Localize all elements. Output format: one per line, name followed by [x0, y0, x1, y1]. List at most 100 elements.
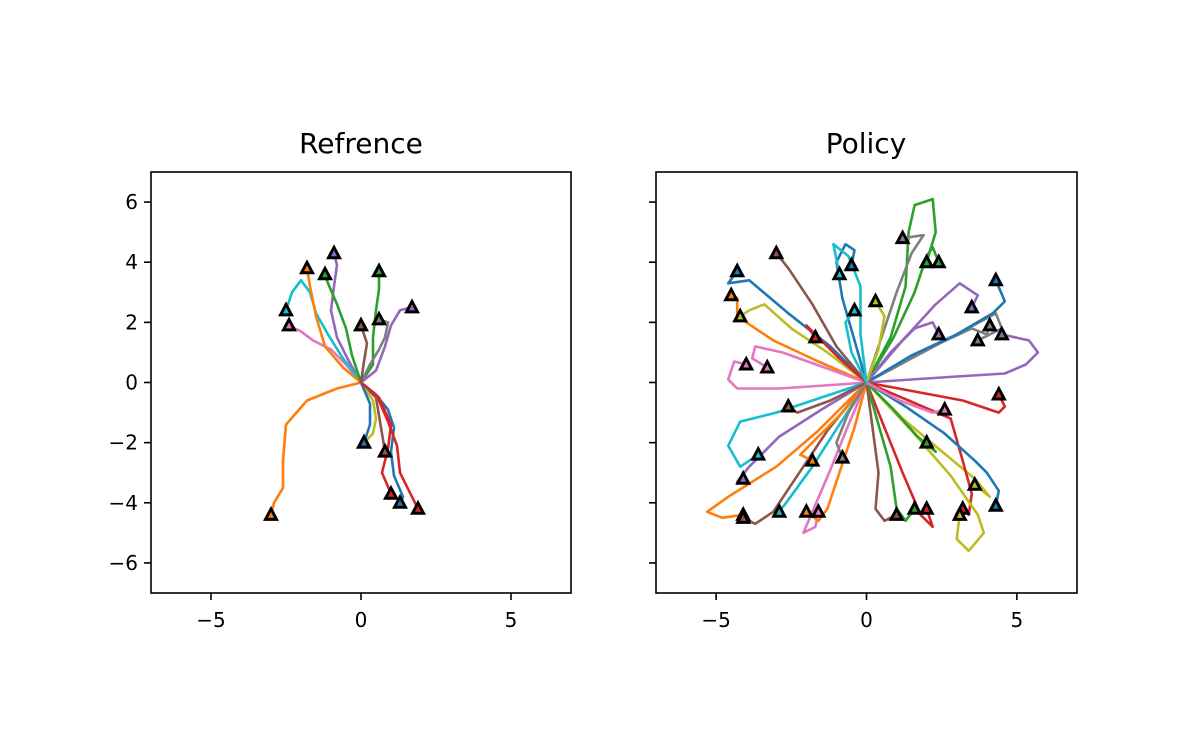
- policy-goal-markers: [723, 229, 1010, 524]
- policy-goal-marker-fill-25: [740, 475, 747, 482]
- policy-trajectory-1: [726, 269, 868, 384]
- policy-trajectory-19: [738, 303, 868, 384]
- policy-goal-marker-fill-30: [776, 508, 783, 515]
- policy-trajectory-21: [865, 381, 1001, 508]
- reference-trajectory-8: [359, 318, 390, 384]
- policy-plot-area: [705, 197, 1040, 553]
- policy-xtick-label: 5: [1010, 608, 1023, 632]
- reference-trajectory-10: [284, 279, 363, 384]
- policy-goal-marker-fill-29: [956, 511, 963, 518]
- reference-trajectory-11: [359, 381, 372, 444]
- reference-panel: Refrence −5 0 5 −6 −4 −2 0 2 4 6: [109, 127, 572, 632]
- policy-goal-marker-fill-3: [923, 259, 930, 266]
- policy-goal-marker-fill-9: [971, 481, 978, 488]
- reference-goal-marker-fill-6: [382, 448, 388, 455]
- reference-trajectory-16: [359, 324, 369, 384]
- policy-goal-marker-fill-31: [992, 277, 999, 284]
- policy-trajectory-17: [802, 381, 868, 535]
- policy-trajectory-22: [805, 381, 868, 523]
- policy-trajectory-7: [726, 360, 868, 390]
- reference-xtick-label: −5: [196, 608, 225, 632]
- reference-xtick-label: 5: [505, 608, 518, 632]
- reference-ytick-label: 4: [125, 250, 138, 274]
- policy-trajectory-2: [705, 381, 868, 520]
- reference-trajectory-12: [305, 266, 363, 384]
- policy-goal-marker-fill-37: [941, 406, 948, 413]
- policy-goal-marker-fill-13: [911, 505, 918, 512]
- reference-goal-marker-fill-16: [358, 322, 364, 329]
- policy-goal-marker-fill-26: [893, 511, 900, 518]
- policy-goal-marker-fill-28: [899, 235, 906, 242]
- policy-goal-marker-fill-35: [935, 331, 942, 338]
- policy-goal-marker-fill-15: [968, 304, 975, 311]
- reference-ytick-label: −6: [109, 551, 138, 575]
- reference-ticks: −5 0 5 −6 −4 −2 0 2 4 6: [109, 190, 518, 632]
- reference-goal-marker-fill-13: [322, 271, 328, 278]
- policy-xtick-label: 0: [860, 608, 873, 632]
- reference-trajectory-2: [269, 381, 363, 517]
- policy-trajectory-35: [865, 321, 940, 384]
- policy-xtick-label: −5: [701, 608, 730, 632]
- reference-goal-marker-fill-5: [331, 250, 337, 257]
- policy-goal-marker-fill-12: [728, 292, 735, 299]
- policy-trajectory-20: [832, 242, 868, 384]
- policy-goal-marker-fill-6: [740, 514, 747, 521]
- policy-trajectory-5: [865, 333, 1040, 384]
- policy-goal-marker-fill-8: [974, 337, 981, 344]
- reference-ytick-label: −2: [109, 431, 138, 455]
- policy-goal-marker-fill-16: [773, 250, 780, 257]
- policy-trajectory-24: [865, 381, 1007, 414]
- policy-goal-marker-fill-21: [992, 502, 999, 509]
- reference-goal-marker-fill-2: [268, 511, 274, 518]
- policy-trajectory-4: [865, 381, 934, 529]
- policy-goal-marker-fill-38: [839, 454, 846, 461]
- policy-panel: Policy −5 0 5: [649, 127, 1078, 632]
- policy-trajectory-27: [750, 345, 868, 384]
- policy-goal-marker-fill-27: [764, 364, 771, 371]
- policy-trajectory-13: [865, 381, 916, 523]
- policy-goal-marker-fill-24: [995, 391, 1002, 398]
- policy-trajectory-32: [799, 381, 868, 462]
- reference-goal-marker-fill-11: [361, 439, 367, 446]
- policy-goal-marker-fill-34: [812, 334, 819, 341]
- reference-ytick-label: 2: [125, 310, 138, 334]
- policy-goal-marker-fill-4: [923, 505, 930, 512]
- reference-trajectory-15: [359, 306, 414, 384]
- reference-goal-marker-fill-8: [376, 316, 382, 323]
- policy-goal-marker-fill-10: [755, 451, 762, 458]
- policy-goal-marker-fill-22: [803, 508, 810, 515]
- reference-goal-marker-fill-10: [283, 307, 289, 314]
- policy-goal-marker-fill-39: [872, 298, 879, 305]
- policy-trajectory-23: [865, 245, 940, 384]
- reference-trajectory-9: [359, 381, 378, 444]
- policy-trajectory-16: [775, 251, 868, 384]
- policy-goal-marker-fill-19: [737, 313, 744, 320]
- policy-goal-marker-fill-7: [743, 361, 750, 368]
- reference-goal-marker-fill-14: [388, 490, 394, 497]
- policy-ticks: −5 0 5: [649, 201, 1023, 632]
- policy-trajectory-39: [865, 300, 886, 384]
- policy-goal-marker-fill-36: [785, 403, 792, 410]
- reference-trajectory-5: [329, 251, 363, 384]
- policy-trajectory-26: [865, 381, 898, 523]
- policy-goal-marker-fill-23: [935, 259, 942, 266]
- reference-title: Refrence: [299, 127, 423, 160]
- policy-trajectory-40: [844, 309, 868, 384]
- policy-goal-marker-fill-20: [836, 271, 843, 278]
- policy-trajectory-31: [865, 279, 1007, 384]
- policy-title: Policy: [826, 127, 907, 160]
- reference-goal-marker-fill-1: [397, 499, 403, 506]
- reference-goal-marker-fill-12: [304, 265, 310, 272]
- policy-trajectory-10: [726, 381, 868, 468]
- reference-plot-area: [269, 251, 420, 517]
- reference-goal-marker-fill-15: [409, 304, 415, 311]
- policy-goal-marker-fill-40: [851, 307, 858, 314]
- policy-trajectory-14: [865, 381, 974, 517]
- reference-trajectory-13: [323, 272, 363, 384]
- reference-ytick-label: 6: [125, 190, 138, 214]
- reference-ytick-label: −4: [109, 491, 138, 515]
- policy-goal-marker-fill-11: [848, 262, 855, 269]
- policy-goal-marker-fill-18: [986, 322, 993, 329]
- reference-goal-marker-fill-3: [376, 268, 382, 275]
